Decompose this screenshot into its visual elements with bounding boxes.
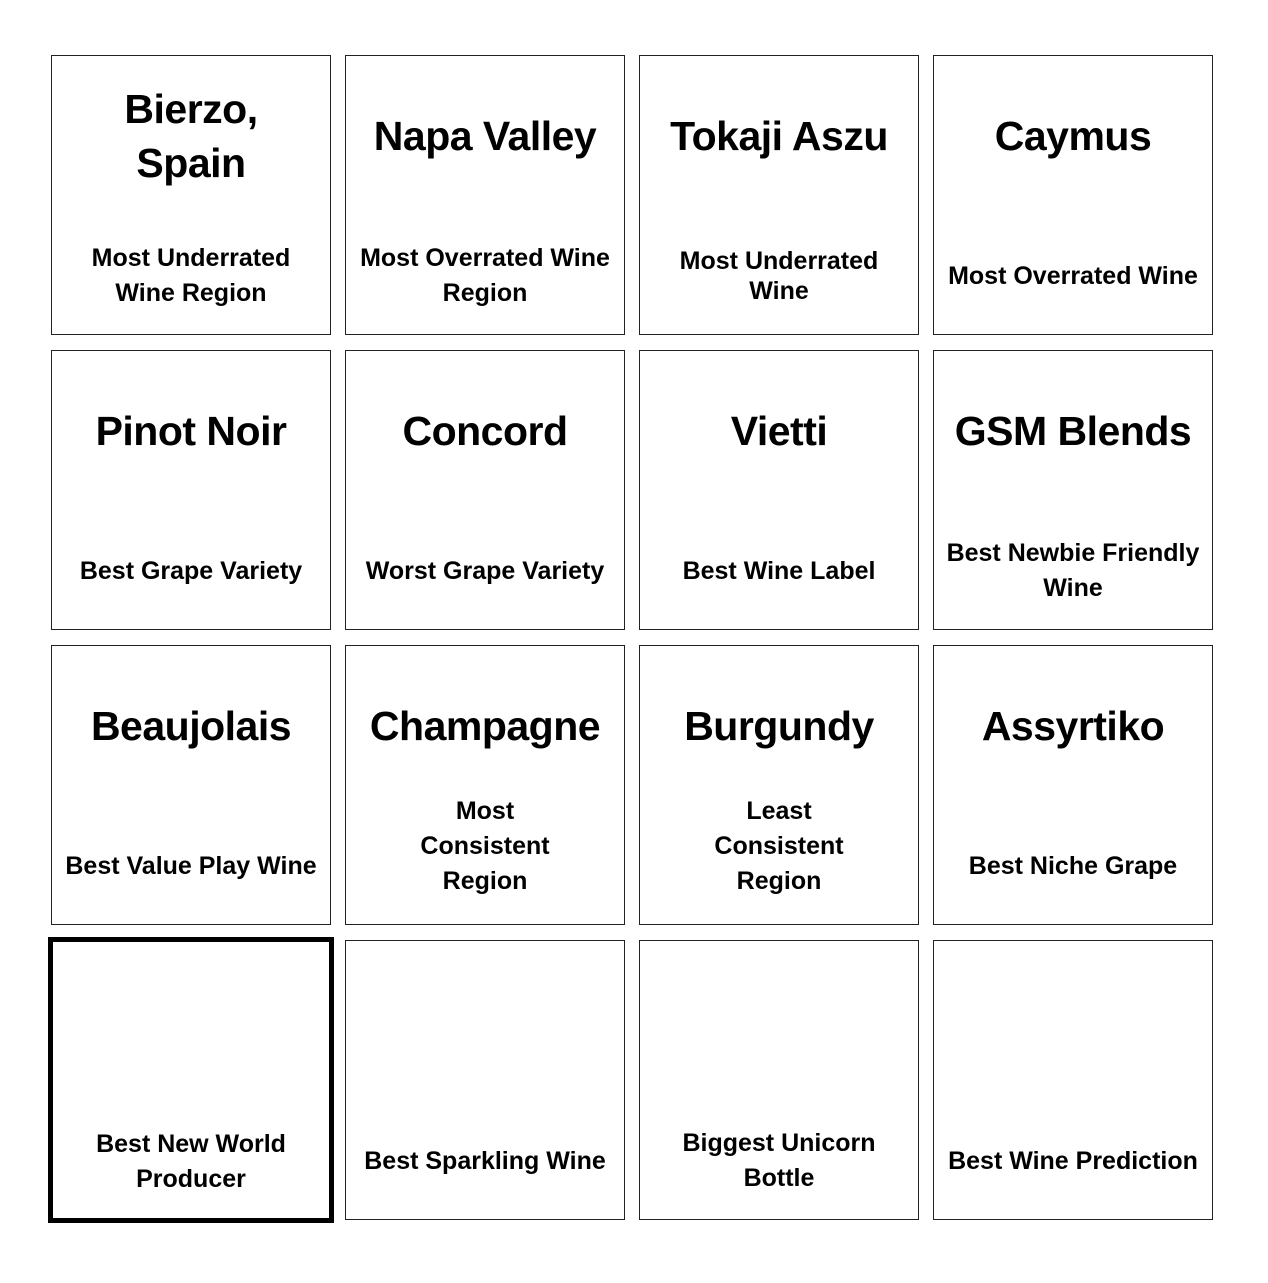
cell-category: Most Underrated Wine Region xyxy=(91,244,291,307)
grid-cell[interactable]: Vietti Best Wine Label xyxy=(639,350,919,630)
cell-category: Best Wine Label xyxy=(682,556,876,585)
cell-answer: Tokaji Aszu xyxy=(670,113,888,159)
cell-answer: Pinot Noir xyxy=(95,408,287,454)
cell-category: Least Consistent Region xyxy=(714,796,844,895)
cell-category: Most Overrated Wine xyxy=(948,262,1198,290)
cell-answer: Assyrtiko xyxy=(981,703,1165,749)
grid-cell[interactable]: Beaujolais Best Value Play Wine xyxy=(51,645,331,925)
cell-answer xyxy=(57,972,325,1072)
grid-cell[interactable]: Bierzo, Spain Most Underrated Wine Region xyxy=(51,55,331,335)
grid-cell[interactable]: Pinot Noir Best Grape Variety xyxy=(51,350,331,630)
cell-answer: Bierzo, Spain xyxy=(124,86,258,186)
grid-cell[interactable]: Burgundy Least Consistent Region xyxy=(639,645,919,925)
cell-category: Most Underrated Wine xyxy=(679,247,879,305)
cell-category: Best Niche Grape xyxy=(968,851,1178,880)
cell-answer xyxy=(644,971,914,1071)
cell-category: Best Sparkling Wine xyxy=(364,1146,606,1175)
grid-cell[interactable]: Assyrtiko Best Niche Grape xyxy=(933,645,1213,925)
grid-cell[interactable]: Best Sparkling Wine xyxy=(345,940,625,1220)
cell-answer: Vietti xyxy=(730,408,828,454)
cell-category: Worst Grape Variety xyxy=(365,556,605,585)
cell-answer: Concord xyxy=(402,408,568,454)
cell-answer: Caymus xyxy=(994,113,1152,159)
cell-category: Best New World Producer xyxy=(96,1130,286,1193)
grid-cell[interactable]: Concord Worst Grape Variety xyxy=(345,350,625,630)
grid-cell[interactable]: Tokaji Aszu Most Underrated Wine xyxy=(639,55,919,335)
grid-cell-selected[interactable]: Best New World Producer xyxy=(48,937,334,1223)
cell-answer: Champagne xyxy=(369,703,601,749)
cell-category: Most Overrated Wine Region xyxy=(360,244,610,307)
cell-category: Best Newbie Friendly Wine xyxy=(946,539,1200,602)
grid-cell[interactable]: Caymus Most Overrated Wine xyxy=(933,55,1213,335)
wine-bingo-grid: Bierzo, Spain Most Underrated Wine Region… xyxy=(48,55,1213,1223)
cell-answer: Napa Valley xyxy=(373,113,597,159)
cell-category: Best Value Play Wine xyxy=(65,851,317,880)
cell-category: Most Consistent Region xyxy=(420,796,550,895)
grid-cell[interactable]: Napa Valley Most Overrated Wine Region xyxy=(345,55,625,335)
cell-category: Best Wine Prediction xyxy=(948,1146,1198,1175)
cell-answer: GSM Blends xyxy=(954,408,1192,454)
cell-answer xyxy=(938,971,1208,1071)
cell-category: Best Grape Variety xyxy=(79,556,303,585)
grid-cell[interactable]: Biggest Unicorn Bottle xyxy=(639,940,919,1220)
cell-answer: Beaujolais xyxy=(90,703,292,749)
cell-category: Biggest Unicorn Bottle xyxy=(682,1129,876,1192)
grid-cell[interactable]: GSM Blends Best Newbie Friendly Wine xyxy=(933,350,1213,630)
grid-cell[interactable]: Best Wine Prediction xyxy=(933,940,1213,1220)
cell-answer: Burgundy xyxy=(684,703,874,749)
grid-cell[interactable]: Champagne Most Consistent Region xyxy=(345,645,625,925)
cell-answer xyxy=(350,971,620,1071)
